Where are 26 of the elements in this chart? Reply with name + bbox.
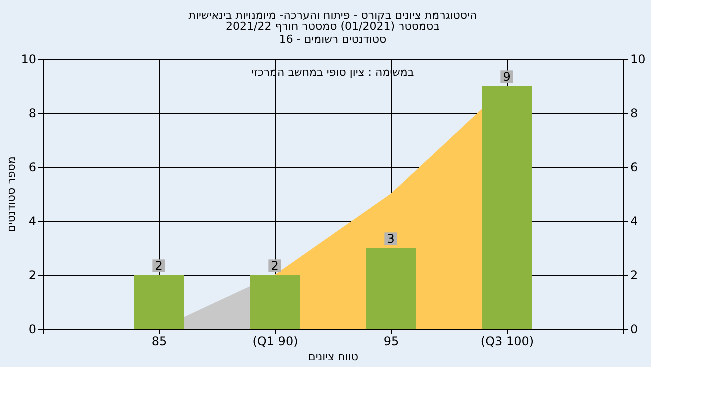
y-axis-title: מספר סטודנטים [5, 156, 18, 232]
x-tick-label: 85 [152, 334, 168, 348]
y2-tick-label: 4 [630, 214, 638, 228]
y-tick-label: 10 [21, 52, 36, 66]
y-tick-label: 6 [28, 160, 36, 174]
y-tick-label: 2 [28, 268, 36, 282]
y2-tick-label: 10 [630, 52, 646, 66]
y2-tick-label: 0 [630, 322, 638, 336]
data-label: 3 [387, 232, 395, 246]
x-axis-title: טווח ציונים [308, 350, 358, 364]
x-tick-label: (Q1 90) [252, 334, 298, 348]
data-label: 9 [503, 70, 511, 84]
y-tick-label: 8 [28, 106, 36, 120]
data-label: 2 [155, 259, 163, 273]
y-tick-label: 4 [28, 214, 36, 228]
chart-subtitle: בסמסטר (01/2021) סמסטר חורף 2021/22 סטודנטים רשומים - 16 [226, 20, 440, 46]
bar [482, 86, 532, 329]
bar [366, 248, 416, 329]
y-tick-label: 0 [28, 322, 36, 336]
x-tick-label: (Q3 100) [480, 334, 534, 348]
chart-title: היסטוגרמת ציונים בקורס - פיתוח והערכה- מיומנויות בינאישיות [188, 9, 478, 22]
x-tick-label: 95 [384, 334, 400, 348]
data-label: 2 [271, 259, 279, 273]
y2-tick-label: 2 [630, 268, 638, 282]
y2-tick-label: 6 [630, 160, 638, 174]
y2-tick-label: 8 [630, 106, 638, 120]
